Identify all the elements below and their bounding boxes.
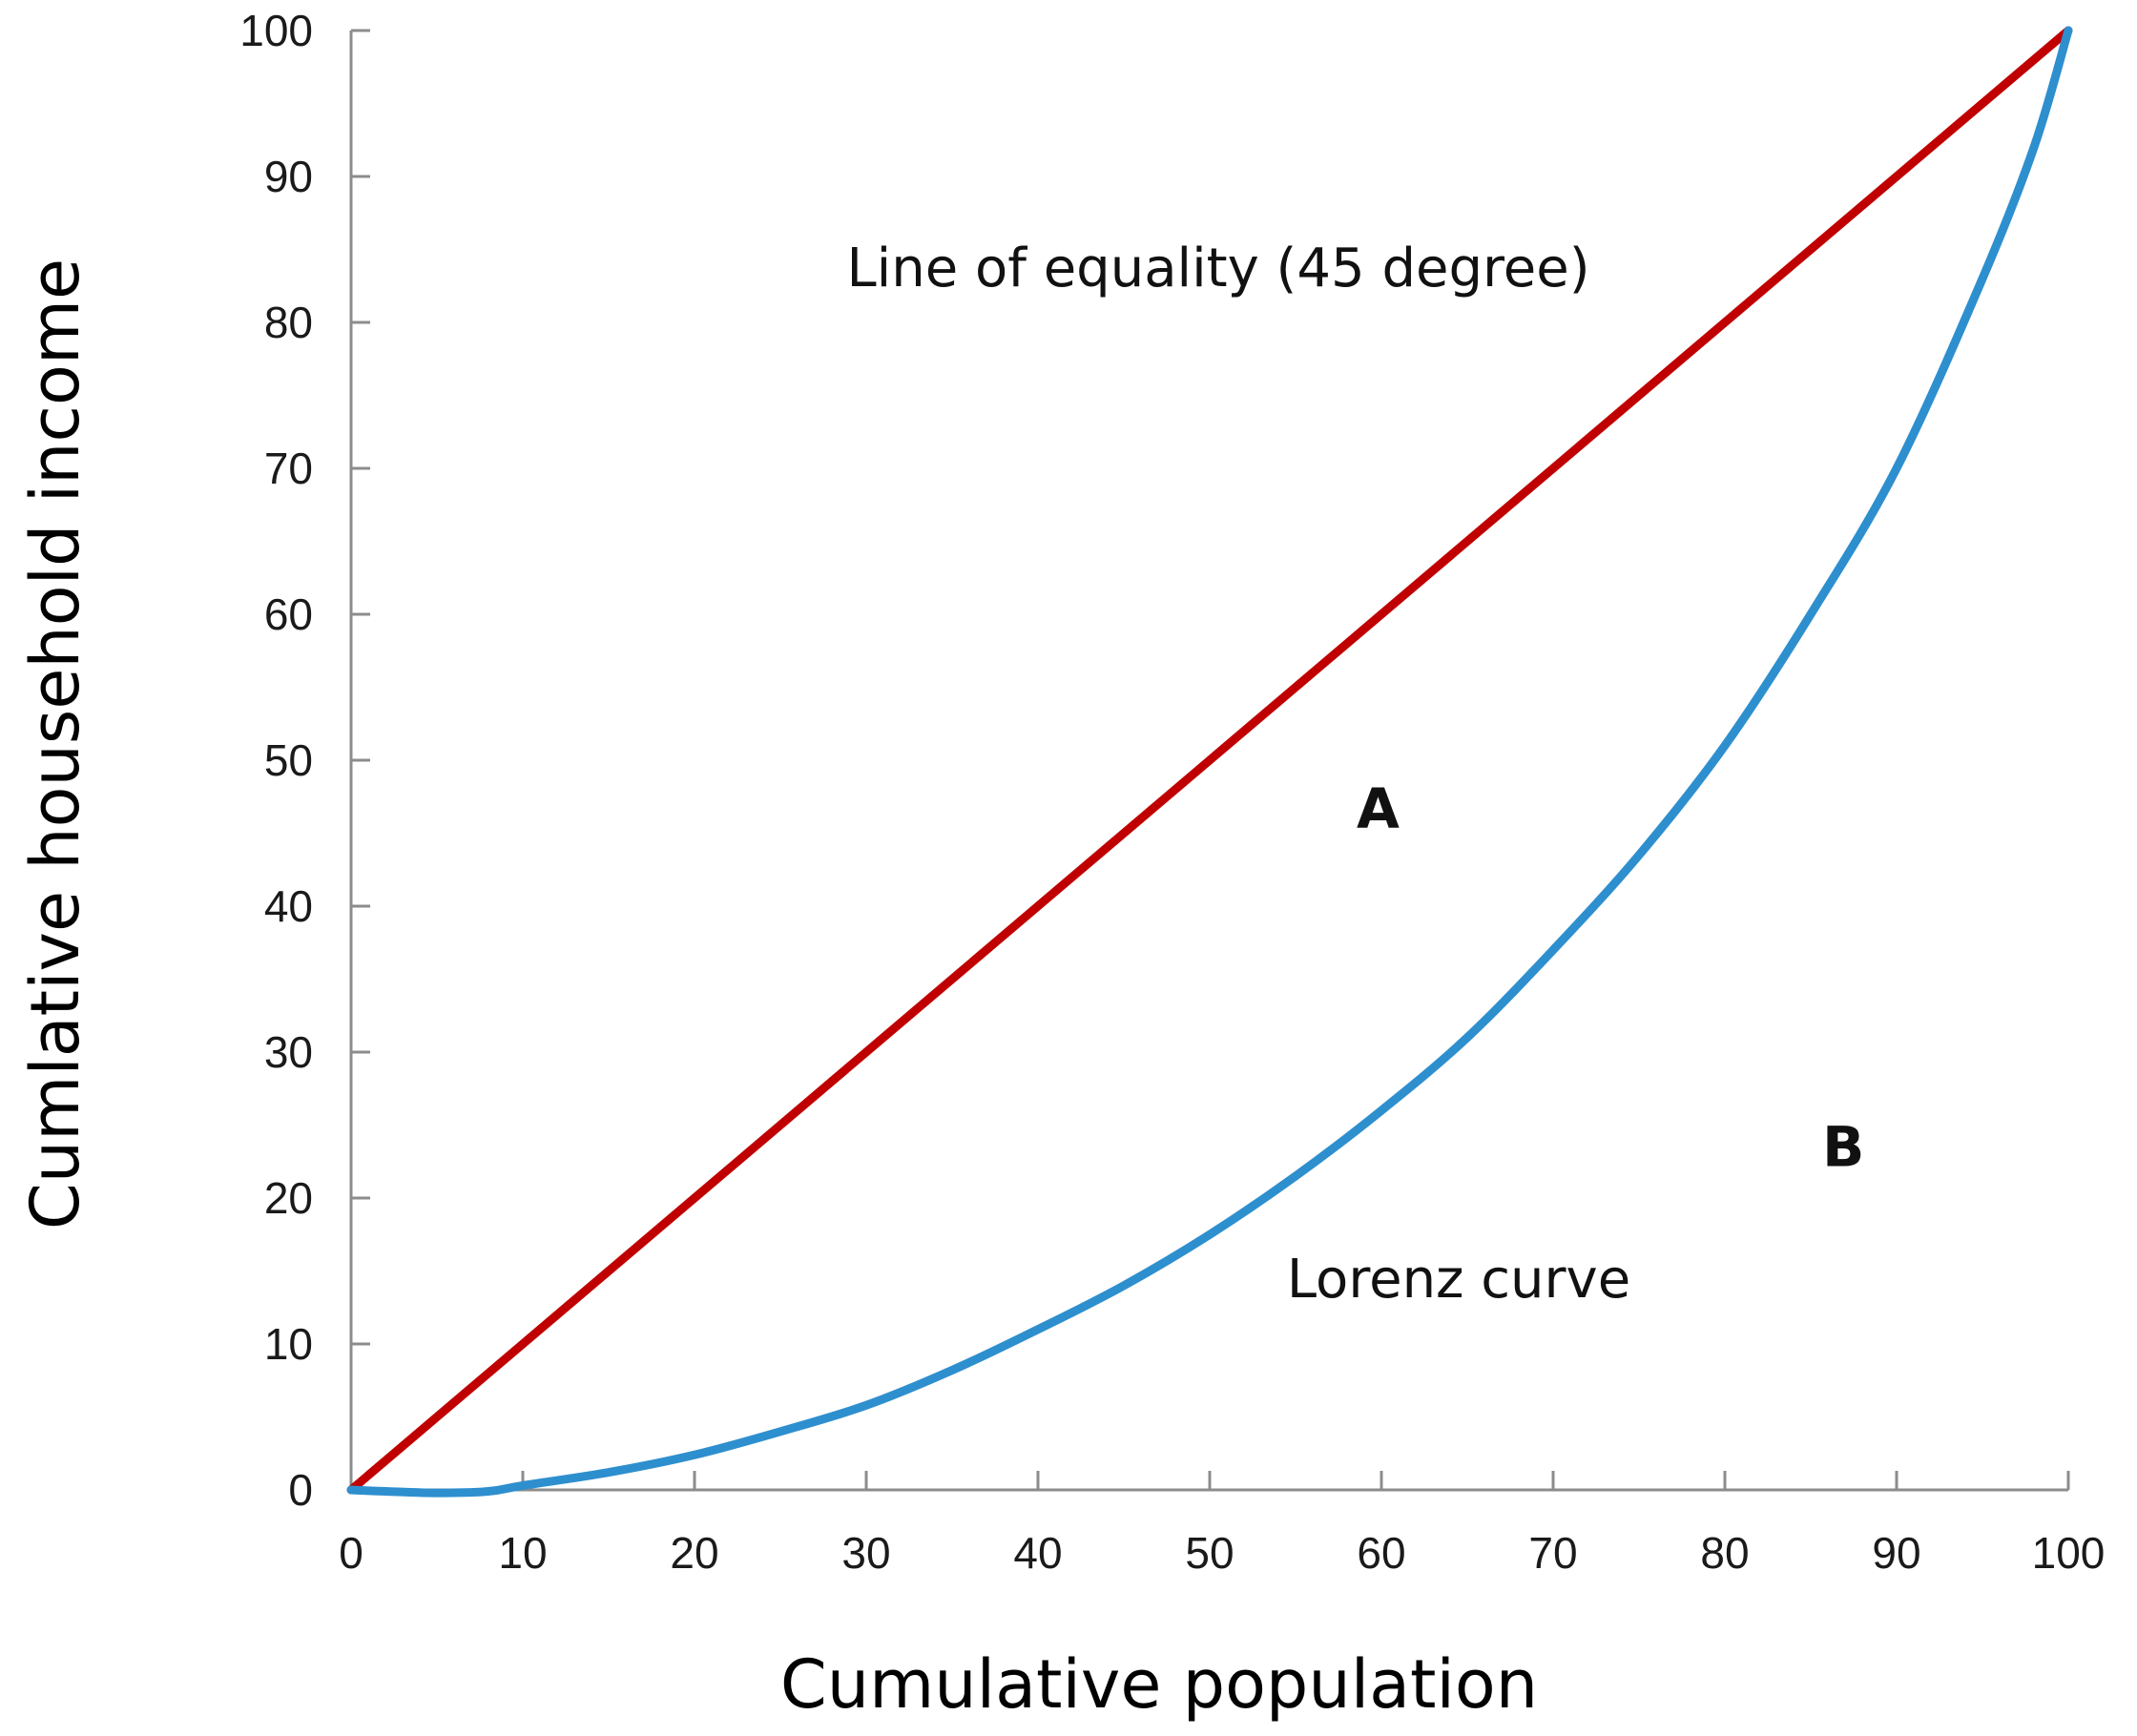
annotation-area-b: B: [1822, 1114, 1864, 1179]
series-line-equality: [346, 26, 2073, 1495]
annotation-equality-label: Line of equality (45 degree): [846, 238, 1589, 300]
y-tick-label: 90: [264, 152, 313, 201]
x-tick-label: 10: [498, 1528, 547, 1578]
x-axis-ticks: 0 10 20 30 40 50 60 70 80 90 100: [339, 1471, 2105, 1578]
x-axis-title: Cumulative population: [780, 1645, 1538, 1724]
y-tick-label: 40: [264, 881, 313, 931]
y-axis-title: Cumlative household income: [16, 258, 94, 1230]
series-group: [346, 26, 2073, 1498]
y-axis-ticks: 0 10 20 30 40 50 60 70 80 90 100: [239, 6, 370, 1515]
annotation-lorenz-label: Lorenz curve: [1287, 1249, 1630, 1311]
y-tick-label: 70: [264, 444, 313, 493]
x-tick-label: 40: [1013, 1528, 1062, 1578]
y-tick-label: 30: [264, 1027, 313, 1077]
y-tick-label: 60: [264, 589, 313, 639]
x-tick-label: 0: [339, 1528, 363, 1578]
y-tick-label: 0: [288, 1465, 313, 1515]
y-tick-label: 20: [264, 1173, 313, 1223]
x-tick-label: 90: [1872, 1528, 1920, 1578]
x-tick-label: 100: [2032, 1528, 2106, 1578]
x-tick-label: 30: [841, 1528, 890, 1578]
y-tick-label: 80: [264, 298, 313, 347]
x-tick-label: 20: [670, 1528, 718, 1578]
annotations: Line of equality (45 degree) Lorenz curve…: [846, 238, 1864, 1311]
series-line-lorenz: [346, 26, 2073, 1498]
x-tick-label: 80: [1700, 1528, 1749, 1578]
x-tick-label: 50: [1185, 1528, 1234, 1578]
x-tick-label: 60: [1357, 1528, 1405, 1578]
x-tick-label: 70: [1528, 1528, 1577, 1578]
y-tick-label: 50: [264, 735, 313, 785]
y-tick-label: 10: [264, 1319, 313, 1369]
annotation-area-a: A: [1357, 775, 1400, 840]
y-tick-label: 100: [239, 6, 313, 55]
